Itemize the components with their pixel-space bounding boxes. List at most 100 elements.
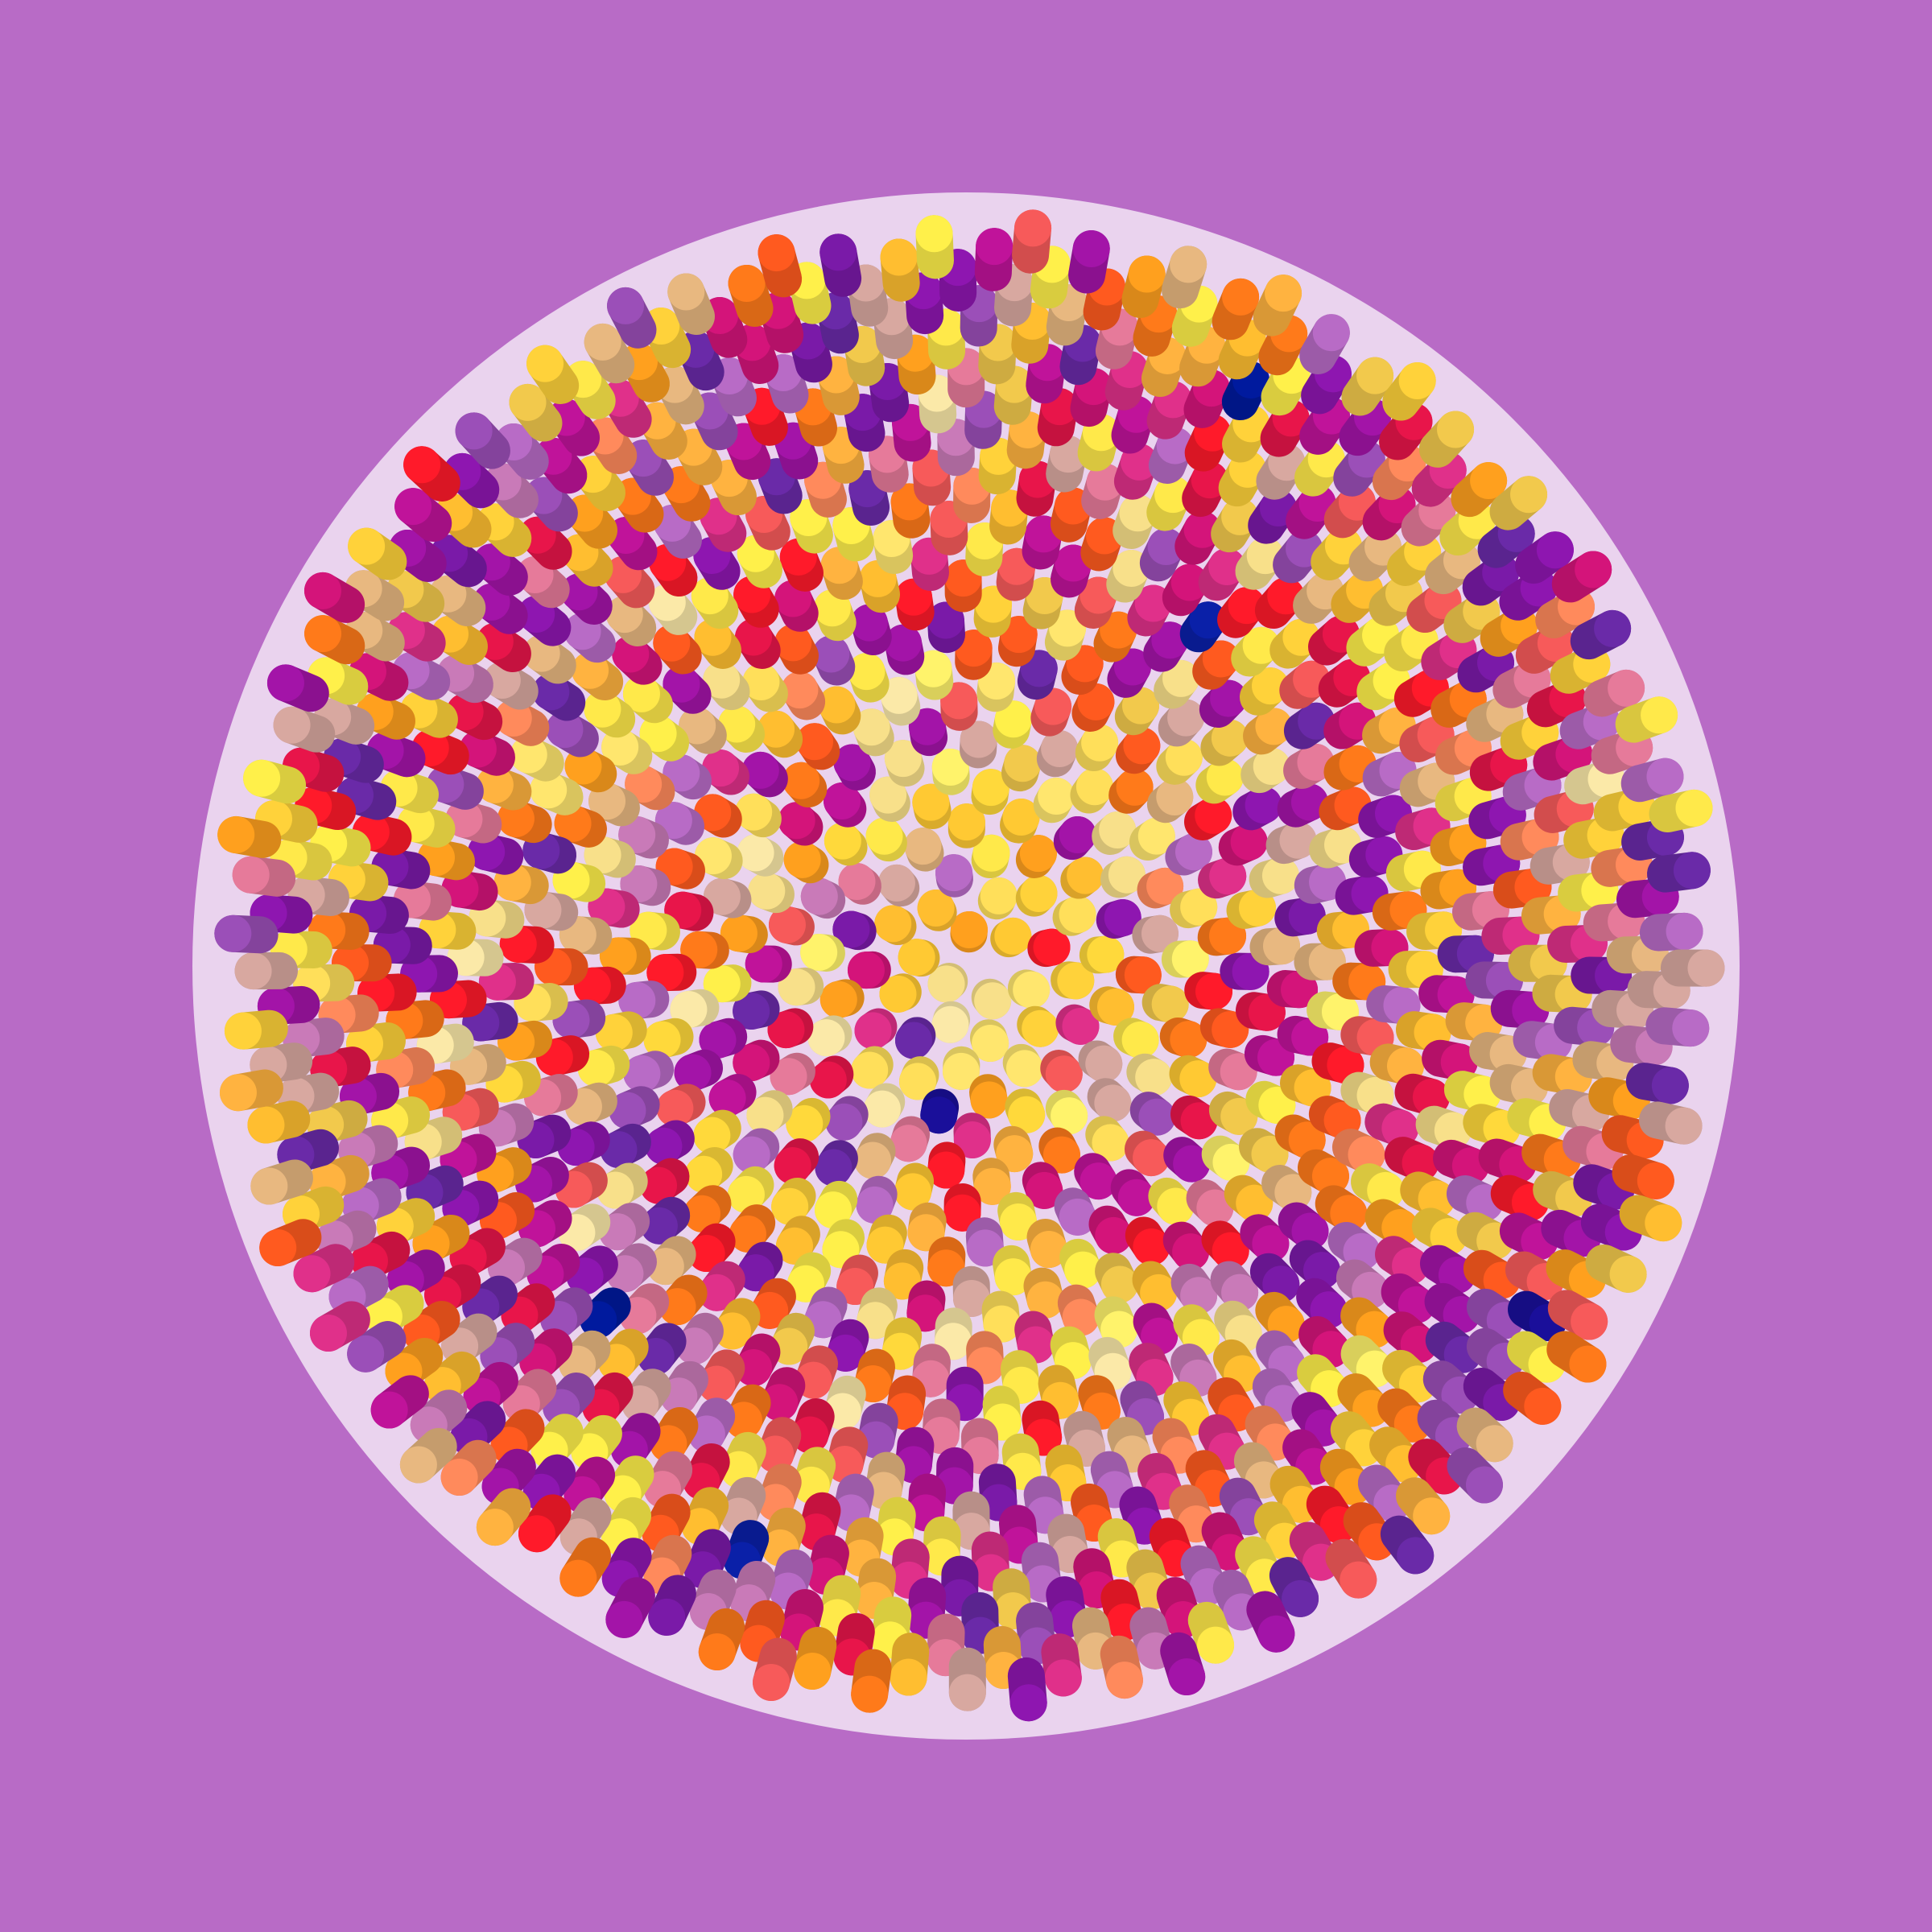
dot-cap xyxy=(605,1600,643,1638)
dot-cap xyxy=(703,877,741,915)
dot-cap xyxy=(1171,940,1209,978)
dot-cap xyxy=(1140,1274,1178,1311)
dot-cap xyxy=(309,1314,347,1352)
dot-cap xyxy=(219,1074,257,1112)
dot-cap xyxy=(1197,1626,1235,1664)
dot-cap xyxy=(1105,1662,1143,1699)
dot-cap xyxy=(1013,971,1051,1009)
dot-cap xyxy=(879,975,917,1013)
dot-cap xyxy=(890,1125,927,1162)
dot-cap xyxy=(953,1121,991,1158)
dot-cap xyxy=(1147,528,1185,566)
dot-cap xyxy=(718,705,756,743)
dot-cap xyxy=(1170,1021,1208,1059)
dot-cap xyxy=(1009,1684,1047,1722)
dot-cap xyxy=(819,980,857,1018)
dot-cap xyxy=(848,653,886,691)
dot-cap xyxy=(1274,1174,1312,1212)
dot-cap xyxy=(708,1080,746,1117)
dot-cap xyxy=(996,1135,1034,1173)
dot-cap xyxy=(1020,874,1058,912)
dot-cap xyxy=(599,937,637,975)
dot-cap xyxy=(800,934,838,972)
dot-cap xyxy=(1381,1109,1419,1147)
dot-cap xyxy=(815,1191,852,1229)
dot-cap xyxy=(1257,1615,1295,1653)
dot-cap xyxy=(1571,1302,1608,1340)
dot-cap xyxy=(1470,462,1508,500)
dot-cap xyxy=(622,675,660,712)
dot-cap xyxy=(1673,852,1711,890)
dot-cap xyxy=(931,748,969,786)
dot-cap xyxy=(1119,494,1157,532)
dot-cap xyxy=(1173,1145,1211,1183)
dot-cap xyxy=(1594,609,1632,647)
dot-cap xyxy=(737,1254,774,1292)
dot-cap xyxy=(214,914,252,952)
dot-cap xyxy=(476,1509,514,1546)
dot-cap xyxy=(370,1391,408,1429)
dot-cap xyxy=(1255,708,1293,745)
dot-cap xyxy=(850,604,888,642)
dot-cap xyxy=(1044,1659,1082,1697)
dot-cap xyxy=(1356,357,1394,394)
dot-cap xyxy=(667,273,705,311)
dot-cap xyxy=(1666,912,1703,950)
dot-cap xyxy=(1002,799,1040,836)
dot-cap xyxy=(623,1055,661,1092)
dot-cap xyxy=(1312,314,1350,352)
dot-cap xyxy=(1238,889,1276,927)
dot-cap xyxy=(890,1658,927,1696)
dot-cap xyxy=(1536,531,1574,569)
dot-cap xyxy=(1196,1189,1234,1227)
dot-cap xyxy=(640,1166,678,1204)
dot-cap xyxy=(232,856,270,894)
dot-cap xyxy=(974,982,1012,1020)
dot-cap xyxy=(748,872,786,910)
dot-cap xyxy=(685,1155,723,1193)
dot-cap xyxy=(518,1515,555,1553)
dot-cap xyxy=(791,1416,829,1454)
dot-cap xyxy=(899,1063,936,1100)
dot-cap xyxy=(510,736,547,774)
dot-cap xyxy=(639,715,677,753)
dot-cap xyxy=(698,1274,736,1311)
dot-cap xyxy=(403,446,441,484)
dot-cap xyxy=(1288,1121,1326,1159)
dot-cap xyxy=(250,1167,288,1205)
dot-cap xyxy=(771,1187,809,1225)
dot-cap xyxy=(1133,1139,1170,1177)
dot-cap xyxy=(530,771,568,809)
dot-cap xyxy=(720,914,758,952)
dot-cap xyxy=(698,1633,736,1671)
dot-cap xyxy=(1575,551,1612,588)
dot-cap xyxy=(476,766,514,803)
dot-cap xyxy=(920,1096,958,1134)
dot-cap xyxy=(1057,962,1095,1000)
dot-cap xyxy=(894,1173,932,1211)
dot-cap xyxy=(559,1559,597,1597)
dot-cap xyxy=(468,833,506,871)
dot-cap xyxy=(1262,927,1300,965)
dot-cap xyxy=(1189,601,1227,639)
dot-cap xyxy=(648,1598,686,1636)
dot-cap xyxy=(1440,1043,1478,1081)
dot-cap xyxy=(1096,988,1134,1026)
dot-cap xyxy=(1045,1055,1083,1093)
dot-cap xyxy=(994,1258,1032,1296)
dot-cap xyxy=(1222,278,1260,316)
dot-cap xyxy=(880,238,918,276)
dot-cap xyxy=(1123,727,1161,765)
dot-cap xyxy=(679,707,716,745)
dot-cap xyxy=(1092,1124,1129,1162)
dot-cap xyxy=(1099,811,1137,848)
dot-cap xyxy=(832,910,870,948)
dot-cap xyxy=(927,965,965,1003)
dot-cap xyxy=(243,759,281,797)
dot-cap xyxy=(1095,1216,1133,1254)
dot-cap xyxy=(1134,584,1172,622)
dot-cap xyxy=(863,1090,901,1128)
dot-cap xyxy=(1675,789,1713,827)
dot-cap xyxy=(807,1019,845,1057)
dot-cap xyxy=(1081,724,1119,762)
